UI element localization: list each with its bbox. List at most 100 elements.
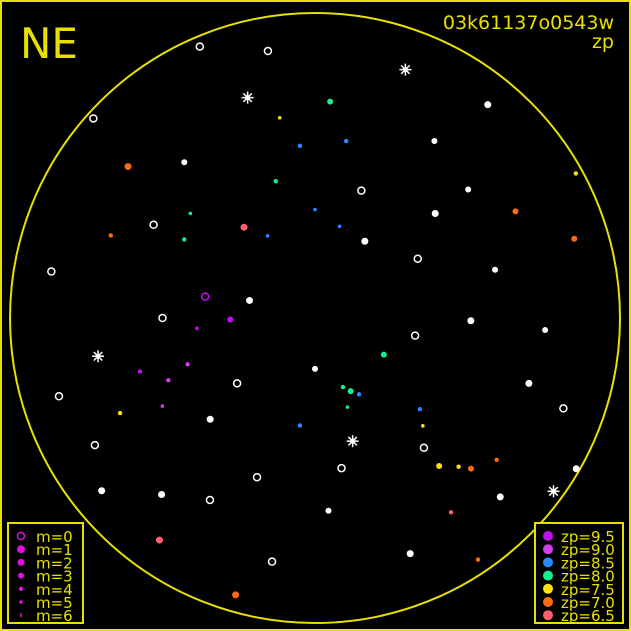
star-marker (337, 224, 342, 229)
star-marker (240, 223, 248, 231)
star-marker (571, 235, 578, 242)
star-marker (297, 143, 303, 149)
star-marker (273, 178, 278, 184)
star-marker (448, 510, 454, 515)
star-marker (108, 233, 113, 238)
star-marker (117, 410, 123, 416)
legend-label: m=4 (36, 581, 73, 599)
legend-label: m=1 (36, 541, 73, 559)
legend-label: zp=6.5 (561, 607, 615, 625)
star-marker (421, 424, 425, 428)
star-marker (149, 220, 158, 230)
star-marker (246, 296, 254, 304)
star-marker (195, 326, 199, 331)
horizon-circle (9, 12, 621, 624)
star-marker (89, 114, 98, 123)
star-marker (185, 362, 190, 367)
star-marker (181, 159, 188, 166)
image-id: 03k61137o0543w (443, 12, 614, 34)
legend-label: zp=7.5 (561, 581, 615, 599)
star-marker (158, 490, 166, 498)
star-marker (356, 392, 362, 397)
bright-star-burst (346, 435, 359, 448)
star-marker (313, 207, 317, 212)
star-marker (525, 379, 533, 387)
star-marker (267, 557, 277, 566)
star-marker (431, 210, 439, 218)
star-marker (47, 267, 56, 276)
star-marker (345, 405, 350, 409)
star-marker (542, 327, 549, 334)
star-marker (227, 316, 234, 323)
star-marker (417, 406, 423, 412)
star-marker (357, 186, 366, 195)
legend-marker-m1 (17, 545, 25, 554)
legend-swatch-zp (543, 557, 553, 568)
star-marker (325, 507, 332, 514)
legend-swatch-zp (543, 583, 553, 594)
legend-marker-m5 (19, 600, 23, 604)
magnitude-legend: m=0m=1m=2m=3m=4m=5m=6 (7, 522, 84, 625)
star-marker (419, 443, 429, 453)
star-marker (512, 208, 519, 215)
zp-legend: zp=9.5zp=9.0zp=8.5zp=8.0zp=7.5zp=7.0zp=6… (534, 522, 624, 625)
star-marker (406, 550, 414, 558)
star-marker (475, 557, 481, 562)
bright-star-burst (241, 91, 254, 104)
star-marker (456, 464, 461, 469)
star-marker (195, 42, 205, 51)
star-marker (343, 138, 349, 144)
legend-label: m=5 (36, 594, 73, 612)
star-marker (206, 415, 214, 423)
legend-marker-m0 (16, 531, 26, 541)
direction-label: NE (20, 19, 78, 68)
star-marker (188, 211, 193, 216)
star-markers (47, 42, 580, 599)
legend-label: m=2 (36, 554, 73, 572)
legend-label: zp=8.5 (561, 554, 615, 572)
star-marker (468, 465, 475, 472)
star-marker (232, 379, 242, 388)
legend-label: m=0 (36, 528, 73, 546)
star-marker (124, 163, 132, 171)
star-marker (312, 365, 318, 372)
star-marker (494, 457, 499, 463)
legend-swatch-zp (543, 570, 553, 581)
star-marker (347, 388, 354, 395)
star-marker (158, 313, 167, 323)
star-marker (205, 495, 215, 505)
star-marker (410, 331, 420, 340)
star-marker (277, 115, 282, 120)
star-marker (252, 472, 262, 482)
legend-swatch-zp (543, 597, 553, 607)
star-marker (492, 266, 499, 273)
star-marker (467, 317, 475, 325)
legend-label: zp=8.0 (561, 568, 615, 586)
legend-label: m=6 (36, 607, 73, 625)
legend-marker-m6 (20, 613, 22, 618)
star-marker (232, 591, 240, 599)
star-marker (572, 465, 580, 473)
legend-label: zp=9.5 (561, 528, 615, 546)
star-marker (436, 462, 443, 469)
star-marker (573, 171, 579, 176)
bright-star-burst (92, 350, 105, 363)
star-marker (263, 46, 273, 56)
legend-marker-m4 (18, 586, 24, 591)
legend-swatch-zp (543, 610, 553, 621)
star-marker (98, 487, 106, 495)
bright-star-burst (399, 63, 412, 76)
star-marker (90, 440, 100, 450)
star-marker (465, 186, 472, 193)
legend-marker-m2 (17, 558, 25, 566)
star-marker (54, 392, 64, 401)
star-marker (182, 237, 187, 242)
star-marker (484, 101, 492, 109)
star-marker (431, 138, 438, 145)
legend-label: zp=9.0 (561, 541, 615, 559)
star-marker (340, 384, 346, 390)
star-marker (137, 369, 143, 374)
color-key-label: zp (592, 31, 614, 53)
